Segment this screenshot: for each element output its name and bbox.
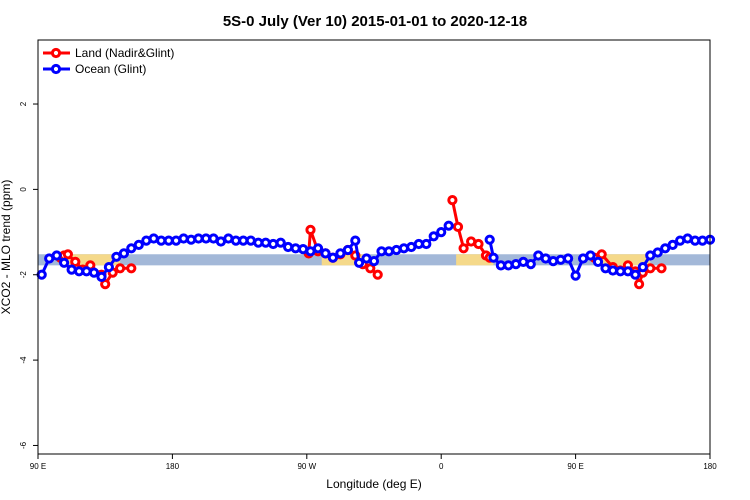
x-tick-label-5: 180 xyxy=(703,462,717,471)
x-tick-label-4: 90 E xyxy=(567,462,583,471)
series-1-point-0-3 xyxy=(59,257,70,268)
series-0-point-3-6 xyxy=(634,279,645,290)
series-1-point-0-30 xyxy=(260,237,271,248)
y-axis: 2 0 -2 -4 -6 xyxy=(19,101,38,449)
series-0-point-3-8 xyxy=(645,263,656,274)
land-patch-1 xyxy=(321,254,367,266)
series-1-point-1-0 xyxy=(484,234,495,245)
series-1-point-0-19 xyxy=(178,233,189,244)
series-0-point-1-9 xyxy=(365,263,376,274)
legend-ocean-label: Ocean (Glint) xyxy=(75,62,146,76)
legend-ocean-swatch-marker xyxy=(50,63,62,75)
series-1-point-0-7 xyxy=(88,267,100,278)
legend-land-swatch-marker xyxy=(50,47,62,59)
series-1-point-1-25 xyxy=(667,239,678,250)
series-1-point-0-38 xyxy=(320,248,331,259)
series-1-point-1-23 xyxy=(652,247,663,258)
land-patch-3 xyxy=(598,254,651,266)
series-1-point-0-13 xyxy=(133,239,144,250)
series-1-point-0-8 xyxy=(96,271,107,282)
series-1-point-0-39 xyxy=(327,252,338,263)
series-1-point-0-37 xyxy=(312,243,324,254)
series-0-point-1-10 xyxy=(372,269,383,280)
series-1-point-0-54 xyxy=(436,227,447,238)
series-1-point-0-6 xyxy=(81,266,92,277)
series-1-point-1-24 xyxy=(660,243,671,254)
series-1-point-0-52 xyxy=(421,238,432,250)
y-tick-label-0: 2 xyxy=(19,101,28,106)
y-tick-label-3: -4 xyxy=(19,356,28,364)
series-0-point-2-1 xyxy=(452,221,464,232)
series-1-point-0-33 xyxy=(283,241,294,253)
series-1-point-0-12 xyxy=(126,243,137,254)
x-tick-label-3: 0 xyxy=(439,462,444,471)
x-tick-label-0: 90 E xyxy=(30,462,46,471)
land-patch-2 xyxy=(456,254,494,266)
land-patch-0 xyxy=(67,254,121,266)
series-1-point-0-10 xyxy=(111,251,122,262)
series-0-point-2-2 xyxy=(458,243,469,254)
series-1-point-0-41 xyxy=(342,244,353,256)
series-1-point-1-12 xyxy=(570,270,581,281)
series-0-point-0-9 xyxy=(115,263,126,274)
series-1-point-0-40 xyxy=(335,248,346,259)
series-1-point-1-15 xyxy=(592,256,604,267)
x-tick-label-1: 180 xyxy=(166,462,180,471)
x-axis-label: Longitude (deg E) xyxy=(326,477,421,491)
series-1-point-0-45 xyxy=(368,256,380,267)
x-tick-label-2: 90 W xyxy=(297,462,316,471)
series-1-point-0-9 xyxy=(103,262,115,273)
series-0-point-0-10 xyxy=(126,263,137,274)
y-tick-label-1: 0 xyxy=(19,187,28,192)
series-0-point-3-1 xyxy=(596,249,607,260)
series-layer xyxy=(36,195,716,290)
series-1-point-0-53 xyxy=(428,231,439,242)
series-0-point-1-1 xyxy=(305,224,316,235)
series-1-point-1-20 xyxy=(630,269,641,280)
legend: Land (Nadir&Glint) Ocean (Glint) xyxy=(43,46,174,76)
series-1-point-0-31 xyxy=(268,238,279,250)
series-0-point-3-9 xyxy=(656,263,667,274)
y-tick-label-2: -2 xyxy=(19,271,28,279)
x-axis: 90 E 180 90 W 0 90 E 180 xyxy=(30,454,717,471)
series-0-point-2-0 xyxy=(447,195,458,206)
series-1-point-0-11 xyxy=(118,248,130,259)
series-1-point-0-2 xyxy=(51,250,62,261)
series-1-point-1-1 xyxy=(488,252,499,263)
series-1-point-0-32 xyxy=(275,237,286,248)
y-tick-label-4: -6 xyxy=(19,441,28,449)
y-axis-label: XCO2 - MLO trend (ppm) xyxy=(0,180,13,315)
series-1-point-1-6 xyxy=(525,259,536,270)
series-0-point-0-2 xyxy=(62,249,74,260)
series-1-point-0-43 xyxy=(354,257,365,268)
series-1-point-1-11 xyxy=(563,253,574,264)
series-1-point-1-14 xyxy=(585,250,596,261)
plot-frame xyxy=(37,39,711,455)
series-1-point-0-47 xyxy=(383,246,394,257)
chart-title: 5S-0 July (Ver 10) 2015-01-01 to 2020-12… xyxy=(223,13,527,30)
series-1-point-1-21 xyxy=(637,262,648,273)
series-1-point-0-55 xyxy=(443,220,454,231)
series-1-point-0-42 xyxy=(350,235,361,246)
legend-land-label: Land (Nadir&Glint) xyxy=(75,46,174,60)
series-0-point-0-3 xyxy=(70,256,81,267)
series-1-point-1-3 xyxy=(503,260,514,271)
series-0-point-2-4 xyxy=(473,238,484,250)
series-1 xyxy=(36,220,716,282)
series-1-point-1-9 xyxy=(548,256,559,267)
series-1-point-0-0 xyxy=(36,269,47,280)
series-0-point-0-7 xyxy=(100,279,111,290)
